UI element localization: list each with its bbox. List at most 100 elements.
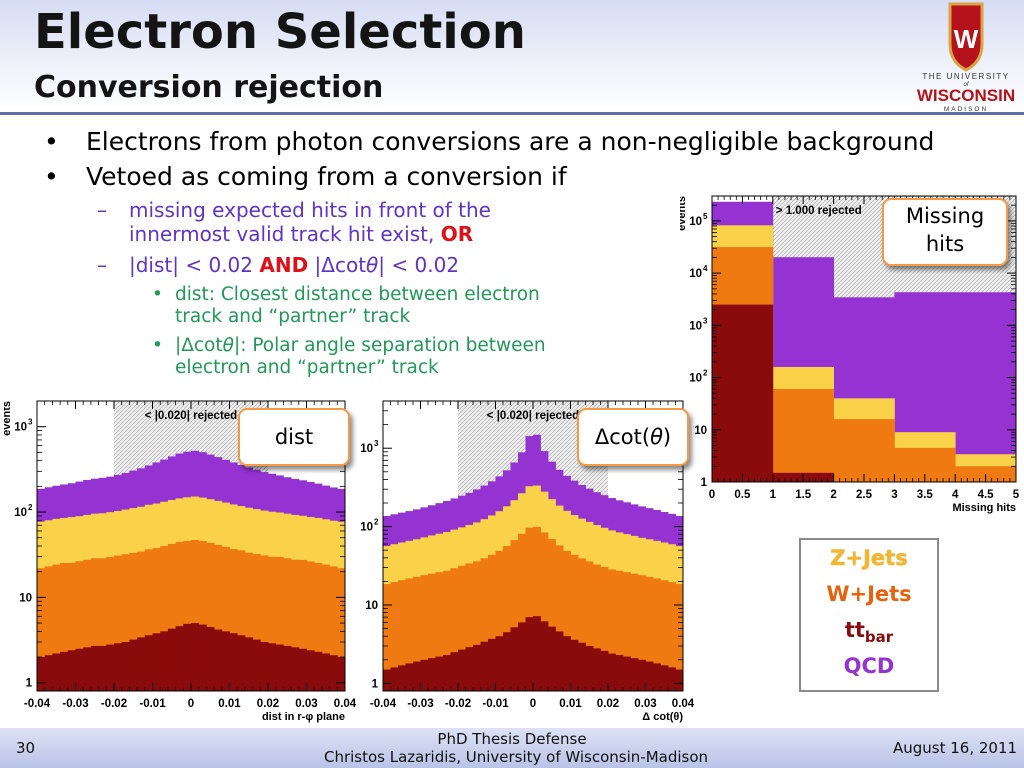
x-tick-label: 0 (530, 698, 536, 710)
x-tick-label: 0.02 (257, 698, 279, 710)
histogram-bar (198, 624, 207, 691)
sub-bullet-missing-hits: missing expected hits in front of the in… (129, 198, 491, 246)
histogram-bar (533, 616, 541, 691)
y-tick-label: 10 (689, 373, 702, 385)
histogram-bar (450, 652, 459, 691)
logo-line2: of (963, 82, 969, 88)
histogram-bar (443, 655, 451, 691)
histogram-bar (167, 628, 176, 691)
histogram-bar (390, 582, 399, 691)
histogram-bar (600, 650, 609, 691)
histogram-bar (329, 655, 338, 691)
y-axis-label: events (680, 196, 688, 231)
footer-title: PhD Thesis Defense (437, 730, 587, 748)
histogram-bar (337, 568, 346, 691)
histogram-bar (570, 639, 579, 691)
histogram-bar (314, 562, 323, 691)
histogram-bar (548, 626, 556, 691)
histogram-bar (413, 576, 421, 691)
histogram-bar (214, 544, 223, 691)
histogram-bar (52, 653, 61, 691)
histogram-bar (175, 541, 184, 691)
histogram-bar (668, 582, 676, 691)
bullet-vetoed: Vetoed as coming from a conversion if (86, 162, 567, 191)
cut-dist: |dist| < 0.02 (129, 253, 253, 277)
histogram-bar (540, 532, 549, 691)
histogram-bar (383, 584, 391, 691)
histogram-bar (321, 564, 330, 691)
histogram-bar (675, 669, 684, 691)
and-keyword: AND (259, 253, 309, 277)
x-tick-label: 2 (830, 489, 836, 501)
histogram-bar (525, 527, 534, 691)
rejected-annotation: > 1.000 rejected (776, 205, 862, 217)
histogram-bar (283, 558, 292, 691)
sub-bullet-text: innermost valid track hit exist, (129, 222, 435, 246)
ttbar-label: tt (844, 618, 865, 642)
x-axis-label: Missing hits (952, 502, 1016, 514)
theta-symbol: θ (366, 253, 379, 277)
bullet-conversions: Electrons from photon conversions are a … (86, 127, 935, 156)
x-tick-label: -0.02 (101, 698, 127, 710)
histogram-bar (283, 645, 292, 691)
y-tick-exponent: 3 (374, 439, 379, 448)
x-tick-label: 0.01 (218, 698, 241, 710)
callout-text: ) (662, 425, 672, 449)
rejected-annotation: < |0.020| rejected (487, 410, 579, 422)
x-tick-label: 2.5 (856, 489, 873, 501)
histogram-bar (563, 636, 571, 691)
histogram-bar (645, 576, 654, 691)
histogram-bar (555, 631, 564, 691)
crest-letter: W (954, 24, 979, 54)
histogram-bar (275, 556, 284, 691)
page-number: 30 (16, 739, 36, 757)
dist-definition: dist: Closest distance between electron (175, 284, 540, 305)
bullet-marker: • (152, 284, 163, 305)
histogram-bar (660, 580, 669, 691)
histogram-bar (833, 419, 895, 482)
histogram-bar (137, 551, 146, 691)
histogram-bar (458, 649, 466, 691)
histogram-bar (660, 665, 669, 691)
histogram-bar (623, 572, 631, 691)
histogram-bar (495, 636, 504, 691)
histogram-bar (291, 559, 300, 691)
histogram-bar (60, 651, 69, 691)
histogram-bar (600, 566, 609, 691)
callout-text: Missing (905, 204, 985, 228)
histogram-bar (252, 639, 261, 691)
histogram-bar (191, 623, 200, 691)
series-w-jets (383, 526, 684, 691)
sub-bullet-cuts: |dist| < 0.02 AND |Δcotθ| < 0.02 (129, 253, 459, 277)
histogram-bar (540, 621, 549, 691)
histogram-bar (98, 645, 107, 691)
histogram-bar (221, 546, 230, 691)
y-tick-label: 10 (694, 425, 707, 437)
histogram-bar (488, 638, 496, 691)
callout-text: Δcot( (594, 425, 651, 449)
histogram-bar (480, 558, 489, 691)
bullet-marker: • (44, 162, 59, 191)
legend-wjets: W+Jets (826, 582, 912, 606)
histogram-bar (175, 626, 184, 691)
x-axis-label: Δ cot(θ) (642, 711, 683, 723)
histogram-bar (137, 637, 146, 691)
y-tick-exponent: 3 (28, 418, 33, 427)
histogram-bar (488, 554, 496, 691)
histogram-bar (114, 555, 123, 691)
histogram-bar (428, 573, 436, 691)
x-tick-label: 3.5 (917, 489, 934, 501)
histogram-bar (98, 558, 107, 691)
cut-dcot: |Δcot (314, 253, 367, 277)
y-tick-label: 1 (701, 477, 708, 489)
histogram-bar (772, 388, 834, 482)
histogram-bar (60, 562, 69, 691)
histogram-bar (413, 661, 421, 691)
dist-definition: track and “partner” track (175, 306, 411, 327)
dash-marker: – (97, 253, 107, 277)
y-tick-label: 10 (19, 592, 32, 604)
x-tick-label: 0 (188, 698, 194, 710)
histogram-bar (518, 622, 526, 691)
histogram-bar (630, 573, 639, 691)
histogram-bar (555, 545, 564, 691)
